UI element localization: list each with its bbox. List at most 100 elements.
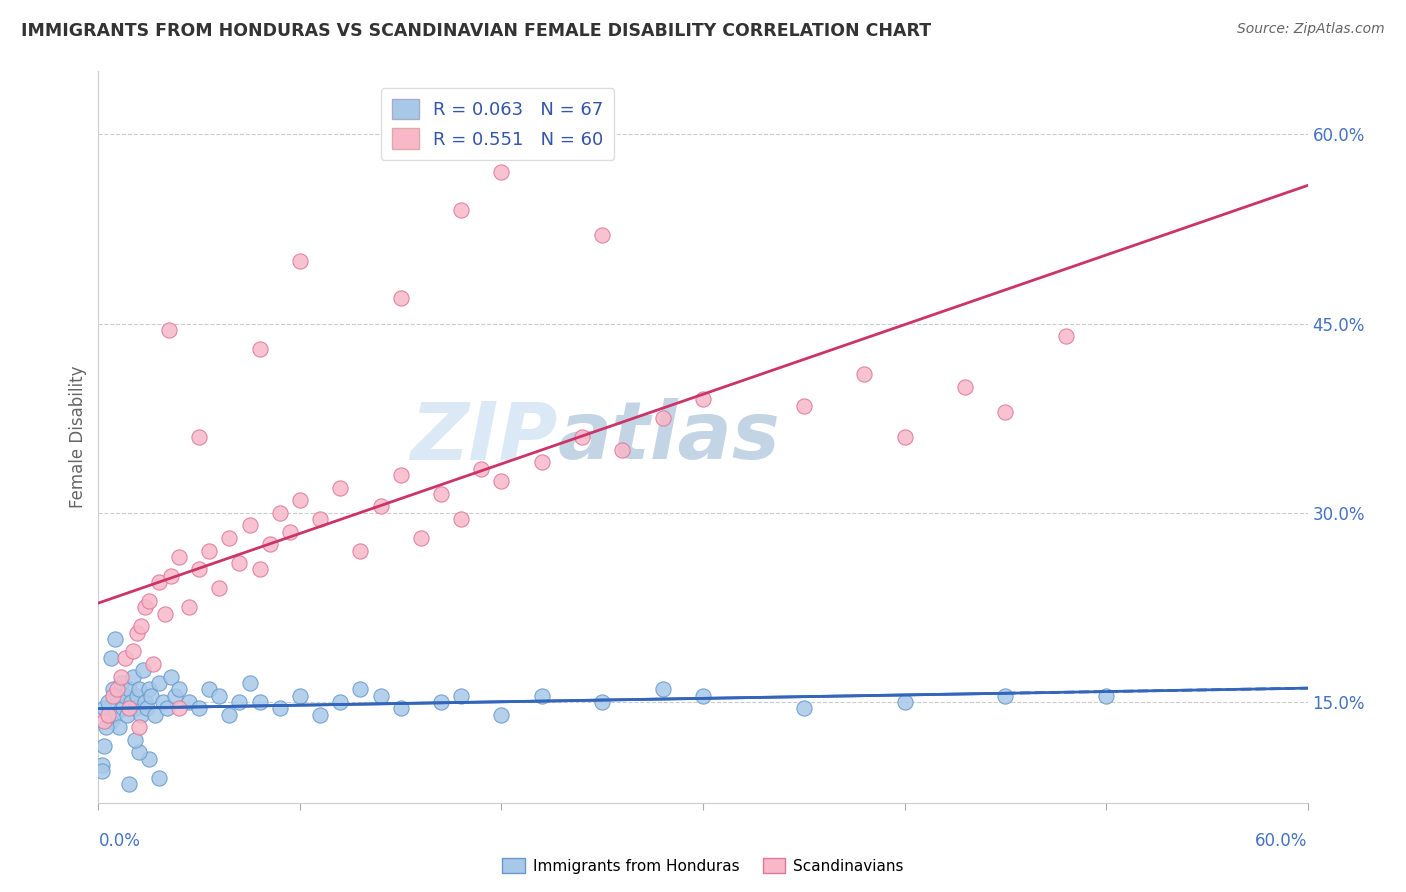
Point <box>853 367 876 381</box>
Point <box>167 701 190 715</box>
Point <box>125 689 148 703</box>
Point <box>612 442 634 457</box>
Point <box>793 701 815 715</box>
Point <box>239 676 262 690</box>
Point <box>110 670 132 684</box>
Point <box>288 253 311 268</box>
Point <box>893 430 915 444</box>
Point <box>269 701 291 715</box>
Point <box>953 379 976 393</box>
Point <box>470 461 492 475</box>
Point <box>124 732 146 747</box>
Point <box>124 701 146 715</box>
Point <box>1054 329 1077 343</box>
Point <box>138 682 160 697</box>
Point <box>100 650 122 665</box>
Point <box>228 695 250 709</box>
Point <box>101 689 124 703</box>
Point <box>208 582 231 596</box>
Point <box>105 689 128 703</box>
Point <box>179 600 201 615</box>
Point <box>249 342 271 356</box>
Point <box>389 701 412 715</box>
Text: Source: ZipAtlas.com: Source: ZipAtlas.com <box>1237 22 1385 37</box>
Point <box>994 689 1017 703</box>
Point <box>370 689 392 703</box>
Point <box>128 682 150 697</box>
Point <box>93 701 115 715</box>
Text: IMMIGRANTS FROM HONDURAS VS SCANDINAVIAN FEMALE DISABILITY CORRELATION CHART: IMMIGRANTS FROM HONDURAS VS SCANDINAVIAN… <box>21 22 931 40</box>
Point <box>651 411 673 425</box>
Point <box>218 707 240 722</box>
Point <box>228 556 250 570</box>
Point <box>239 518 262 533</box>
Point <box>129 619 152 633</box>
Point <box>450 689 472 703</box>
Point <box>143 707 166 722</box>
Point <box>148 771 170 785</box>
Point <box>111 701 134 715</box>
Point <box>91 764 114 779</box>
Point <box>160 670 183 684</box>
Point <box>179 695 201 709</box>
Text: 0.0%: 0.0% <box>98 832 141 850</box>
Point <box>167 549 190 564</box>
Point <box>198 543 221 558</box>
Point <box>157 323 180 337</box>
Point <box>114 689 136 703</box>
Point <box>329 695 352 709</box>
Point <box>530 455 553 469</box>
Point <box>160 569 183 583</box>
Point <box>309 512 332 526</box>
Point <box>370 500 392 514</box>
Point <box>450 512 472 526</box>
Point <box>591 695 613 709</box>
Point <box>692 392 714 407</box>
Point <box>450 203 472 218</box>
Point <box>591 228 613 243</box>
Point <box>994 405 1017 419</box>
Point <box>491 474 513 488</box>
Point <box>530 689 553 703</box>
Point <box>103 707 125 722</box>
Point <box>208 689 231 703</box>
Point <box>571 430 593 444</box>
Point <box>188 701 211 715</box>
Point <box>118 701 141 715</box>
Point <box>121 670 143 684</box>
Point <box>259 537 281 551</box>
Y-axis label: Female Disability: Female Disability <box>69 366 87 508</box>
Point <box>309 707 332 722</box>
Point <box>115 707 138 722</box>
Point <box>349 682 371 697</box>
Point <box>156 701 179 715</box>
Point <box>129 707 152 722</box>
Point <box>114 650 136 665</box>
Point <box>1095 689 1118 703</box>
Point <box>118 682 141 697</box>
Point <box>249 562 271 576</box>
Point <box>103 632 125 646</box>
Point <box>128 720 150 734</box>
Point <box>491 707 513 722</box>
Point <box>288 493 311 508</box>
Point <box>218 531 240 545</box>
Point <box>125 625 148 640</box>
Point <box>101 682 124 697</box>
Point <box>134 600 156 615</box>
Point <box>793 399 815 413</box>
Point <box>893 695 915 709</box>
Point <box>132 664 155 678</box>
Point <box>118 777 141 791</box>
Point <box>249 695 271 709</box>
Point <box>134 695 156 709</box>
Legend: R = 0.063   N = 67, R = 0.551   N = 60: R = 0.063 N = 67, R = 0.551 N = 60 <box>381 87 614 160</box>
Point <box>651 682 673 697</box>
Point <box>692 689 714 703</box>
Point <box>329 481 352 495</box>
Point <box>142 657 165 671</box>
Point <box>278 524 301 539</box>
Point <box>148 676 170 690</box>
Point <box>163 689 186 703</box>
Point <box>430 695 453 709</box>
